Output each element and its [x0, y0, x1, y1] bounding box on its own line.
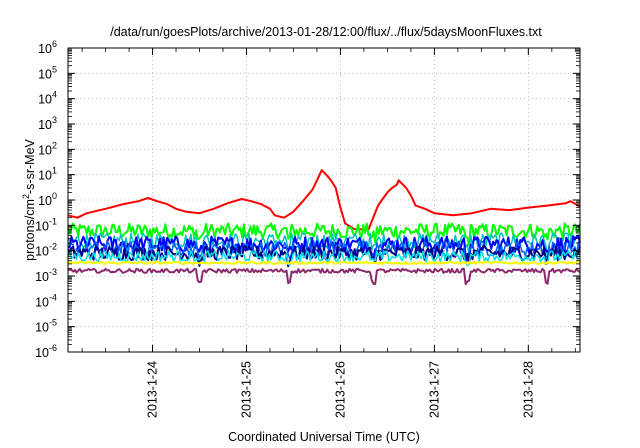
- y-tick-label: 102: [38, 140, 57, 157]
- y-tick-exponent: 3: [52, 115, 57, 125]
- y-axis-label-sup: 2: [21, 194, 31, 199]
- y-tick-base: 10: [35, 219, 49, 233]
- y-tick-exponent: 0: [52, 191, 57, 201]
- y-tick-label: 101: [38, 166, 57, 183]
- series-layer: [67, 169, 581, 286]
- y-axis: 10610510410310210110010-110-210-310-410-…: [35, 39, 580, 360]
- y-tick-label: 104: [38, 90, 57, 107]
- y-tick-base: 10: [35, 321, 49, 335]
- y-tick-base: 10: [35, 295, 49, 309]
- y-axis-label-pre: protons/cm: [23, 199, 37, 261]
- y-tick-base: 10: [35, 245, 49, 259]
- series-line-9: [67, 267, 581, 286]
- y-tick-base: 10: [38, 194, 52, 208]
- y-tick-base: 10: [35, 270, 49, 284]
- y-tick-label: 10-5: [35, 318, 57, 335]
- y-tick-base: 10: [38, 118, 52, 132]
- y-tick-label: 10-2: [35, 242, 57, 259]
- y-tick-exponent: -3: [49, 267, 57, 277]
- y-tick-label: 10-1: [35, 216, 57, 233]
- x-tick-label: 2013-1-24: [146, 361, 160, 418]
- y-tick-exponent: -2: [49, 242, 57, 252]
- x-tick-label: 2013-1-25: [239, 361, 253, 418]
- x-tick-label: 2013-1-26: [333, 361, 347, 418]
- x-axis: 2013-1-24 2013-1-25 2013-1-26 2013-1-27 2013…: [81, 48, 576, 418]
- y-tick-label: 103: [38, 115, 57, 132]
- y-tick-base: 10: [35, 346, 49, 360]
- chart-title: /data/run/goesPlots/archive/2013-01-28/1…: [110, 25, 542, 39]
- y-tick-label: 100: [38, 191, 57, 208]
- y-tick-exponent: -6: [49, 343, 57, 353]
- y-tick-exponent: 5: [52, 64, 57, 74]
- y-tick-label: 106: [38, 39, 57, 56]
- x-tick-label: 2013-1-27: [427, 361, 441, 418]
- x-axis-label: Coordinated Universal Time (UTC): [228, 430, 420, 444]
- y-tick-label: 10-4: [35, 292, 57, 309]
- y-tick-exponent: 1: [52, 166, 57, 176]
- y-tick-label: 10-3: [35, 267, 57, 284]
- series-line-8: [67, 260, 581, 266]
- y-tick-exponent: 4: [52, 90, 57, 100]
- y-tick-exponent: 2: [52, 140, 57, 150]
- series-line-6: [67, 245, 581, 268]
- y-axis-label-post: -s-sr-MeV: [23, 138, 37, 194]
- y-tick-base: 10: [38, 42, 52, 56]
- y-tick-label: 10-6: [35, 343, 57, 360]
- y-tick-base: 10: [38, 143, 52, 157]
- series-line-2: [67, 222, 581, 246]
- y-tick-exponent: -5: [49, 318, 57, 328]
- y-tick-base: 10: [38, 67, 52, 81]
- y-tick-base: 10: [38, 169, 52, 183]
- y-tick-exponent: -4: [49, 292, 57, 302]
- series-line-1: [67, 169, 581, 231]
- y-tick-exponent: -1: [49, 216, 57, 226]
- y-tick-label: 105: [38, 64, 57, 81]
- x-tick-label: 2013-1-28: [521, 361, 535, 418]
- series-line-7: [67, 250, 581, 267]
- y-tick-exponent: 6: [52, 39, 57, 49]
- y-tick-base: 10: [38, 93, 52, 107]
- y-axis-label: protons/cm2-s-sr-MeV: [21, 138, 37, 260]
